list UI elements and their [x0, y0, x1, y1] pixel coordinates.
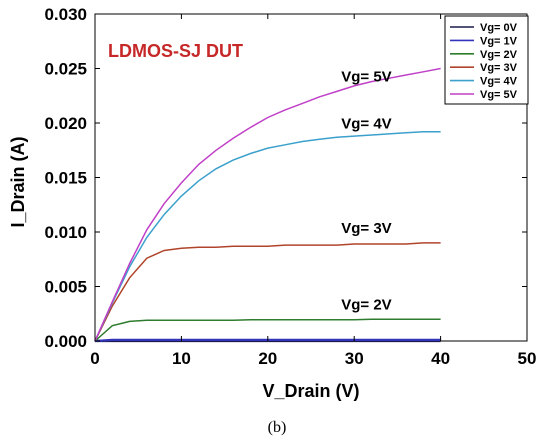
x-tick-label: 30: [345, 349, 364, 368]
curve-label: Vg= 2V: [341, 296, 391, 313]
y-tick-label: 0.000: [44, 332, 87, 351]
y-tick-label: 0.005: [44, 278, 87, 297]
x-tick-label: 50: [518, 349, 537, 368]
legend-label: Vg= 0V: [480, 22, 518, 34]
x-axis-title: V_Drain (V): [262, 381, 359, 401]
y-ticks: 0.000 0.005 0.010 0.015 0.020 0.025 0.030: [44, 5, 527, 351]
legend-label: Vg= 3V: [480, 62, 518, 74]
series-line-2: [94, 318, 441, 342]
x-tick-label: 10: [172, 349, 191, 368]
legend-label: Vg= 1V: [480, 35, 518, 47]
x-tick-label: 40: [431, 349, 450, 368]
y-tick-label: 0.020: [44, 114, 87, 133]
legend-label: Vg= 5V: [480, 89, 518, 101]
y-tick-label: 0.030: [44, 5, 87, 24]
x-tick-label: 0: [90, 349, 99, 368]
curve-label: Vg= 4V: [341, 115, 391, 132]
curve-label: Vg= 5V: [341, 69, 391, 86]
series-line-3: [94, 242, 441, 342]
legend-box: [444, 15, 529, 105]
series-layer: [94, 67, 441, 343]
x-tick-label: 20: [258, 349, 277, 368]
chart-title: LDMOS-SJ DUT: [108, 41, 243, 61]
figure-caption: (b): [268, 419, 287, 436]
curve-label: Vg= 3V: [341, 220, 391, 237]
y-axis-title: I_Drain (A): [8, 136, 28, 227]
series-line-4: [94, 130, 441, 342]
legend-label: Vg= 4V: [480, 76, 518, 88]
series-line-5: [94, 67, 441, 342]
y-tick-label: 0.010: [44, 223, 87, 242]
annotations: Vg= 5V Vg= 4V Vg= 3V Vg= 2V: [341, 69, 391, 314]
legend-label: Vg= 2V: [480, 49, 518, 61]
x-ticks: 0 10 20 30 40 50: [90, 14, 536, 368]
y-tick-label: 0.025: [44, 60, 87, 79]
y-tick-label: 0.015: [44, 169, 87, 188]
